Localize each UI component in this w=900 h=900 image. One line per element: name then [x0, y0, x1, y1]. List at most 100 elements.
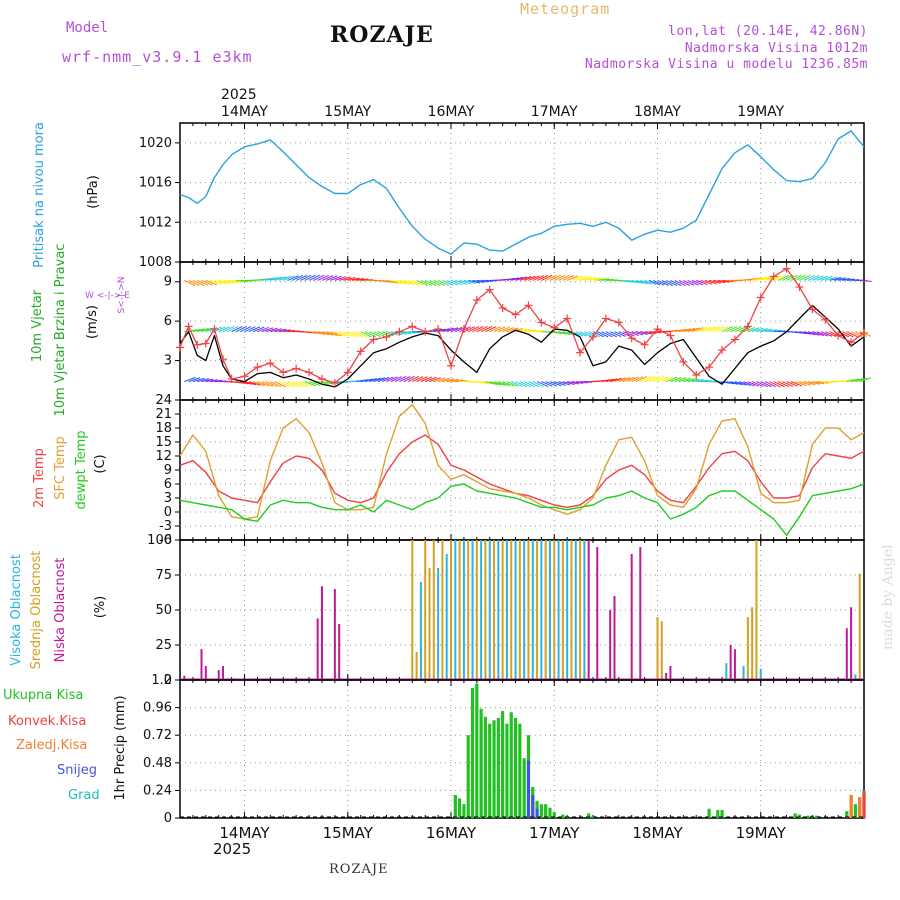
wind-arrow	[197, 378, 209, 383]
dewpt-title: dewpt Temp	[74, 430, 89, 509]
wind-arrow	[614, 377, 627, 383]
wind-arrow	[631, 279, 644, 284]
y-tick-label: 100	[147, 533, 172, 548]
wind-arrow	[386, 376, 398, 383]
wind-arrow	[846, 331, 858, 338]
wind-arrow	[252, 326, 265, 333]
precip-panel: 0 0.24 0.48 0.72 0.96 1.2	[143, 673, 866, 826]
wind-arrow	[485, 326, 497, 333]
wind-arrow	[709, 279, 721, 284]
wind-arrow	[562, 381, 575, 385]
wind-arrow	[721, 279, 735, 283]
wind-arrow	[541, 381, 553, 387]
wind-arrow	[485, 381, 498, 385]
wind-arrow	[618, 331, 631, 337]
wind-arrow	[614, 331, 626, 337]
wind-arrow	[356, 278, 369, 281]
precip-total-bar	[548, 807, 552, 818]
wind-arrow	[777, 275, 790, 281]
wind-arrow	[321, 331, 334, 336]
precip-grid-bar	[858, 797, 862, 818]
wind-arrow	[339, 276, 351, 281]
wind-arrow	[502, 327, 515, 333]
wind-arrow	[644, 279, 657, 286]
y-tick-label: 6	[164, 477, 172, 492]
wind-arrow	[622, 376, 635, 383]
wind-arrow	[373, 331, 385, 337]
wind-arrow	[502, 381, 514, 387]
wind-arrow	[597, 331, 609, 338]
y-tick-label: 0.96	[143, 701, 172, 716]
wind-arrow	[205, 379, 218, 383]
elevation-label: Nadmorska Visina 1012m	[684, 41, 868, 56]
wind-arrow	[571, 331, 583, 337]
wind-arrow	[369, 377, 381, 383]
wind-arrow	[214, 326, 226, 333]
y-tick-label: 6	[164, 314, 172, 329]
wind-arrow	[665, 376, 678, 383]
y-tick-label: 1020	[139, 136, 172, 151]
wind-arrow	[240, 326, 252, 333]
precip-conv-title: Konvek.Kisa	[8, 714, 86, 729]
wind-arrow	[308, 331, 321, 335]
wind-arrow	[420, 279, 432, 287]
wind-arrow	[579, 331, 592, 337]
model-name: wrf-nmm_v3.9.1 e3km	[62, 48, 253, 66]
top-day-label: 19MAY	[737, 104, 784, 120]
wind-arrow	[274, 328, 287, 333]
lonlat-label: lon,lat (20.14E, 42.86N)	[668, 24, 868, 39]
wind-arrow	[407, 375, 420, 383]
wind-arrow	[270, 381, 282, 388]
model-elevation-label: Nadmorska Visina u modelu 1236.85m	[584, 57, 868, 72]
y-tick-label: 21	[155, 407, 172, 422]
wind-arrow	[747, 277, 760, 281]
precip-total-bar	[462, 804, 466, 818]
y-tick-label: 1008	[139, 255, 172, 270]
wind-arrow	[201, 378, 214, 383]
precip-total-bar	[591, 815, 595, 818]
wind-arrow	[188, 279, 200, 287]
wind-arrow	[351, 331, 364, 338]
precip-total-bar	[466, 735, 470, 818]
wind-arrow	[437, 328, 450, 333]
wind-arrow	[214, 279, 226, 285]
wind-arrow	[511, 381, 523, 388]
wind-arrow	[360, 331, 372, 338]
wind-arrow	[653, 279, 665, 286]
wind-arrow	[412, 376, 424, 383]
wind-arrow	[442, 378, 455, 383]
wind-arrow	[769, 329, 782, 333]
wind-arrow	[240, 381, 253, 385]
wind-arrow	[403, 331, 416, 334]
wind-arrow	[222, 279, 235, 284]
wind-arrow	[635, 376, 648, 383]
wind-arrow	[743, 381, 755, 387]
precip-total-bar	[716, 809, 720, 818]
temp2m-title: 2m Temp	[32, 448, 47, 508]
y-tick-label: 0	[164, 673, 172, 688]
wind-arrow	[850, 378, 863, 383]
wind-arrow	[308, 274, 321, 281]
wind-arrow	[192, 377, 205, 383]
precip-total-bar	[496, 717, 500, 818]
bottom-day-label: 16MAY	[426, 824, 477, 842]
wind-arrow	[382, 279, 395, 284]
wind-arrow	[364, 378, 377, 383]
wind-arrow	[545, 381, 557, 387]
wind-arrow	[816, 331, 829, 337]
wind-arrow	[554, 331, 567, 335]
wind-arrow	[523, 275, 536, 281]
wind-arrow	[855, 377, 868, 383]
wind-arrow	[433, 279, 445, 286]
wind-arrow	[575, 381, 588, 384]
sfc-title: SFC Temp	[53, 436, 68, 500]
product-title: Meteogram	[520, 0, 611, 18]
wind-arrow	[481, 381, 493, 385]
wind-arrow	[377, 331, 390, 337]
wind-arrow	[567, 381, 580, 385]
wind-arrow	[270, 328, 283, 333]
panel-frame	[179, 539, 865, 681]
cloud-high-title: Visoka Oblacnost	[9, 554, 24, 666]
footer-location: ROZAJE	[329, 862, 389, 877]
wind-arrow	[846, 378, 859, 383]
